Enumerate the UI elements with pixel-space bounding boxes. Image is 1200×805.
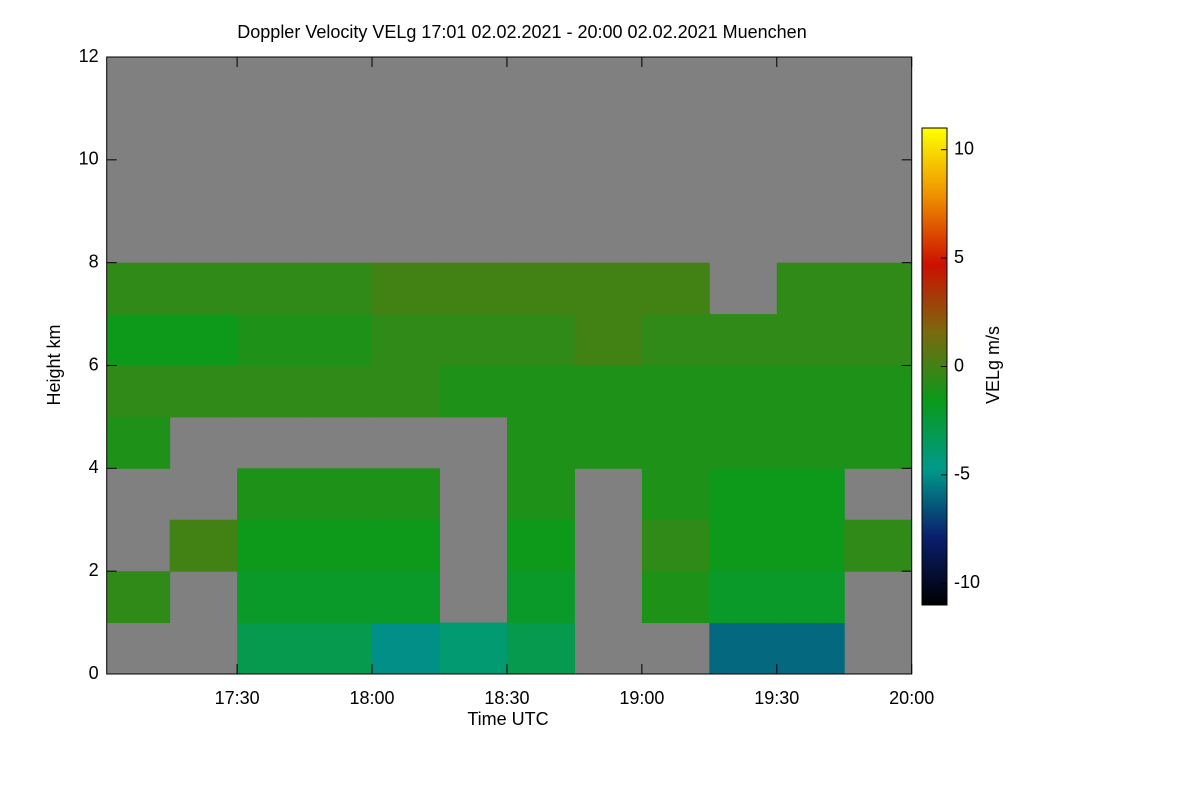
- heatmap-cell: [372, 468, 440, 521]
- heatmap-cell: [304, 365, 373, 418]
- x-tick-label: 19:30: [754, 688, 799, 708]
- x-tick-label: 20:00: [889, 688, 934, 708]
- x-tick-label: 19:00: [619, 688, 664, 708]
- colorbar-label: VELg m/s: [983, 326, 1003, 404]
- heatmap-cell: [106, 262, 171, 315]
- heatmap-cell: [776, 365, 845, 418]
- heatmap-cell: [169, 314, 238, 366]
- heatmap-cell: [709, 365, 778, 418]
- chart-title: Doppler Velocity VELg 17:01 02.02.2021 -…: [237, 22, 806, 42]
- heatmap-cell: [506, 365, 575, 418]
- heatmap-cell: [304, 571, 373, 624]
- colorbar-tick-label: 5: [954, 247, 964, 267]
- heatmap-cell: [709, 468, 778, 521]
- y-tick-label: 4: [89, 457, 99, 477]
- heatmap-cell: [641, 262, 710, 315]
- heatmap-cell: [237, 262, 306, 315]
- heatmap-cell: [844, 262, 912, 315]
- heatmap-cell: [237, 622, 306, 674]
- heatmap-cell: [304, 314, 373, 366]
- heatmap-cell: [372, 262, 440, 315]
- heatmap-cell: [776, 468, 845, 521]
- heatmap-cell: [106, 365, 171, 418]
- heatmap-cell: [304, 519, 373, 572]
- heatmap-cell: [506, 314, 575, 366]
- heatmap-cell: [439, 365, 508, 418]
- heatmap-cell: [709, 571, 778, 624]
- heatmap-cell: [439, 262, 508, 315]
- heatmap-cell: [506, 468, 575, 521]
- heatmap-cell: [574, 416, 643, 469]
- heatmap-cell: [372, 622, 440, 674]
- y-tick-label: 12: [79, 46, 99, 66]
- heatmap-cell: [304, 622, 373, 674]
- x-tick-label: 17:30: [215, 688, 260, 708]
- heatmap-cell: [372, 571, 440, 624]
- heatmap-cell: [776, 571, 845, 624]
- heatmap-cell: [776, 519, 845, 572]
- heatmap-cell: [506, 622, 575, 674]
- heatmap-cell: [844, 314, 912, 366]
- heatmap-cell: [506, 262, 575, 315]
- heatmap-cell: [169, 262, 238, 315]
- heatmap-cell: [372, 314, 440, 366]
- heatmap-cell: [574, 365, 643, 418]
- heatmap-cell: [506, 416, 575, 469]
- heatmap-cell: [776, 262, 845, 315]
- heatmap-cell: [237, 519, 306, 572]
- heatmap-cell: [106, 314, 171, 366]
- heatmap-cell: [506, 519, 575, 572]
- y-tick-label: 10: [79, 149, 99, 169]
- x-tick-label: 18:30: [484, 688, 529, 708]
- heatmap-cell: [106, 416, 171, 469]
- heatmap-cell: [776, 314, 845, 366]
- y-axis-label: Height km: [44, 324, 64, 405]
- y-tick-label: 8: [89, 251, 99, 271]
- heatmap-cell: [237, 314, 306, 366]
- colorbar-tick-label: -5: [954, 464, 970, 484]
- heatmap-cell: [641, 416, 710, 469]
- x-tick-label: 18:00: [350, 688, 395, 708]
- heatmap-cell: [709, 314, 778, 366]
- heatmap-cell: [776, 416, 845, 469]
- y-tick-label: 0: [89, 663, 99, 683]
- y-tick-label: 2: [89, 560, 99, 580]
- x-axis-label: Time UTC: [467, 709, 548, 729]
- heatmap-cell: [169, 365, 238, 418]
- heatmap: [106, 262, 912, 674]
- heatmap-cell: [506, 571, 575, 624]
- y-tick-label: 6: [89, 354, 99, 374]
- heatmap-cell: [709, 416, 778, 469]
- heatmap-cell: [439, 622, 508, 674]
- heatmap-cell: [237, 571, 306, 624]
- heatmap-cell: [641, 571, 710, 624]
- heatmap-cell: [641, 519, 710, 572]
- heatmap-cell: [776, 622, 845, 674]
- heatmap-cell: [372, 365, 440, 418]
- heatmap-cell: [237, 468, 306, 521]
- heatmap-cell: [574, 314, 643, 366]
- heatmap-cell: [709, 622, 778, 674]
- heatmap-cell: [844, 416, 912, 469]
- heatmap-cell: [574, 262, 643, 315]
- heatmap-cell: [304, 262, 373, 315]
- heatmap-cell: [709, 519, 778, 572]
- colorbar-tick-label: 0: [954, 355, 964, 375]
- heatmap-cell: [641, 468, 710, 521]
- heatmap-cell: [641, 365, 710, 418]
- colorbar-tick-label: 10: [954, 138, 974, 158]
- heatmap-cell: [237, 365, 306, 418]
- heatmap-cell: [844, 365, 912, 418]
- colorbar-tick-label: -10: [954, 572, 980, 592]
- heatmap-cell: [372, 519, 440, 572]
- heatmap-cell: [641, 314, 710, 366]
- heatmap-cell: [439, 314, 508, 366]
- heatmap-cell: [106, 571, 171, 624]
- heatmap-cell: [844, 519, 912, 572]
- heatmap-cell: [304, 468, 373, 521]
- heatmap-cell: [169, 519, 238, 572]
